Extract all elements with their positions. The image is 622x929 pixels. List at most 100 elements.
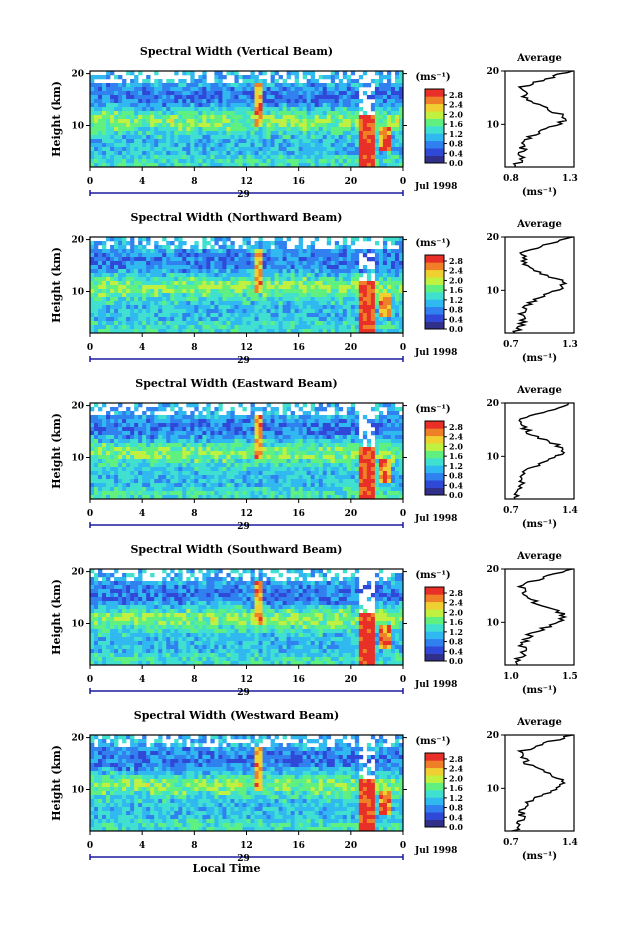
heatmap-cell xyxy=(230,127,235,132)
heatmap-cell xyxy=(198,269,203,274)
heatmap-cell xyxy=(106,301,111,306)
heatmap-cell xyxy=(98,463,103,468)
heatmap-cell xyxy=(298,95,303,100)
heatmap-cell xyxy=(258,491,263,496)
heatmap-cell xyxy=(198,131,203,136)
heatmap-cell xyxy=(226,91,231,96)
heatmap-cell xyxy=(290,107,295,112)
heatmap-cell xyxy=(254,487,259,492)
heatmap-cell xyxy=(170,451,175,456)
heatmap-cell xyxy=(134,455,139,460)
heatmap-cell xyxy=(326,123,332,128)
heatmap-cell xyxy=(138,155,143,160)
heatmap-cell xyxy=(314,163,320,168)
heatmap-cell xyxy=(130,135,135,140)
heatmap-cell xyxy=(238,277,243,282)
heatmap-cell xyxy=(202,265,207,270)
heatmap-cell xyxy=(134,321,139,326)
heatmap-cell xyxy=(174,475,179,480)
heatmap-cell xyxy=(138,419,143,424)
heatmap-cell xyxy=(246,297,251,302)
heatmap-cell xyxy=(238,143,243,148)
heatmap-cell xyxy=(122,91,127,96)
heatmap-cell xyxy=(242,419,247,424)
heatmap-cell xyxy=(270,321,275,326)
heatmap-cell xyxy=(106,139,111,144)
heatmap-cell xyxy=(202,483,207,488)
heatmap-cell xyxy=(342,261,348,266)
heatmap-cell xyxy=(230,139,235,144)
heatmap-cell xyxy=(302,107,307,112)
heatmap-cell xyxy=(262,99,267,104)
heatmap-cell xyxy=(182,119,187,124)
heatmap-cell xyxy=(334,415,340,420)
heatmap-cell xyxy=(354,143,360,148)
heatmap-cell xyxy=(366,305,372,310)
heatmap-cell xyxy=(126,439,131,444)
heatmap-cell xyxy=(282,487,287,492)
heatmap-cell xyxy=(310,419,316,424)
heatmap-cell xyxy=(122,79,127,84)
heatmap-cell xyxy=(194,147,199,152)
heatmap-cell xyxy=(334,285,340,290)
heatmap-cell xyxy=(350,273,356,278)
heatmap-cell xyxy=(354,123,360,128)
heatmap-cell xyxy=(330,249,336,254)
heatmap-cell xyxy=(190,423,195,428)
heatmap-cell xyxy=(282,249,287,254)
heatmap-cell xyxy=(186,139,191,144)
heatmap-cell xyxy=(386,107,392,112)
heatmap-cell xyxy=(274,301,279,306)
heatmap-cell xyxy=(386,123,392,128)
heatmap-cell xyxy=(398,127,404,132)
heatmap-cell xyxy=(146,103,151,108)
heatmap-cell xyxy=(222,245,227,250)
heatmap-cell xyxy=(342,115,348,120)
heatmap-cell xyxy=(298,293,303,298)
heatmap-cell xyxy=(210,301,215,306)
heatmap-cell xyxy=(110,495,115,500)
heatmap-cell xyxy=(218,147,223,152)
heatmap-cell xyxy=(194,317,199,322)
heatmap-cell xyxy=(278,285,283,290)
heatmap-cell xyxy=(382,127,388,132)
heatmap-cell xyxy=(274,415,279,420)
heatmap-cell xyxy=(262,463,267,468)
heatmap-cell xyxy=(270,147,275,152)
heatmap-cell xyxy=(386,257,392,262)
heatmap-cell xyxy=(130,119,135,124)
heatmap-cell xyxy=(210,459,215,464)
heatmap-cell xyxy=(234,143,239,148)
heatmap-cell xyxy=(198,75,203,80)
heatmap-cell xyxy=(302,139,307,144)
heatmap-cell xyxy=(186,313,191,318)
heatmap-cell xyxy=(378,79,384,84)
heatmap-cell xyxy=(270,455,275,460)
heatmap-cell xyxy=(94,447,99,452)
heatmap-cell xyxy=(98,479,103,484)
heatmap-cell xyxy=(330,99,336,104)
heatmap-cell xyxy=(178,83,183,88)
heatmap-cell xyxy=(210,281,215,286)
heatmap-cell xyxy=(202,297,207,302)
heatmap-cell xyxy=(282,99,287,104)
heatmap-cell xyxy=(394,249,400,254)
heatmap-cell xyxy=(346,269,352,274)
heatmap-cell xyxy=(106,91,111,96)
heatmap-cell xyxy=(214,281,219,286)
heatmap-cell xyxy=(186,403,191,408)
heatmap-cell xyxy=(122,123,127,128)
heatmap-cell xyxy=(258,297,263,302)
heatmap-cell xyxy=(98,293,103,298)
heatmap-cell xyxy=(306,467,311,472)
heatmap-cell xyxy=(334,269,340,274)
heatmap-cell xyxy=(350,111,356,116)
heatmap-cell xyxy=(306,107,311,112)
heatmap-cell xyxy=(206,407,211,412)
heatmap-cell xyxy=(382,131,388,136)
heatmap-cell xyxy=(254,431,259,436)
heatmap-cell xyxy=(102,107,107,112)
heatmap-cell xyxy=(118,309,123,314)
heatmap-cell xyxy=(270,411,275,416)
heatmap-cell xyxy=(302,265,307,270)
